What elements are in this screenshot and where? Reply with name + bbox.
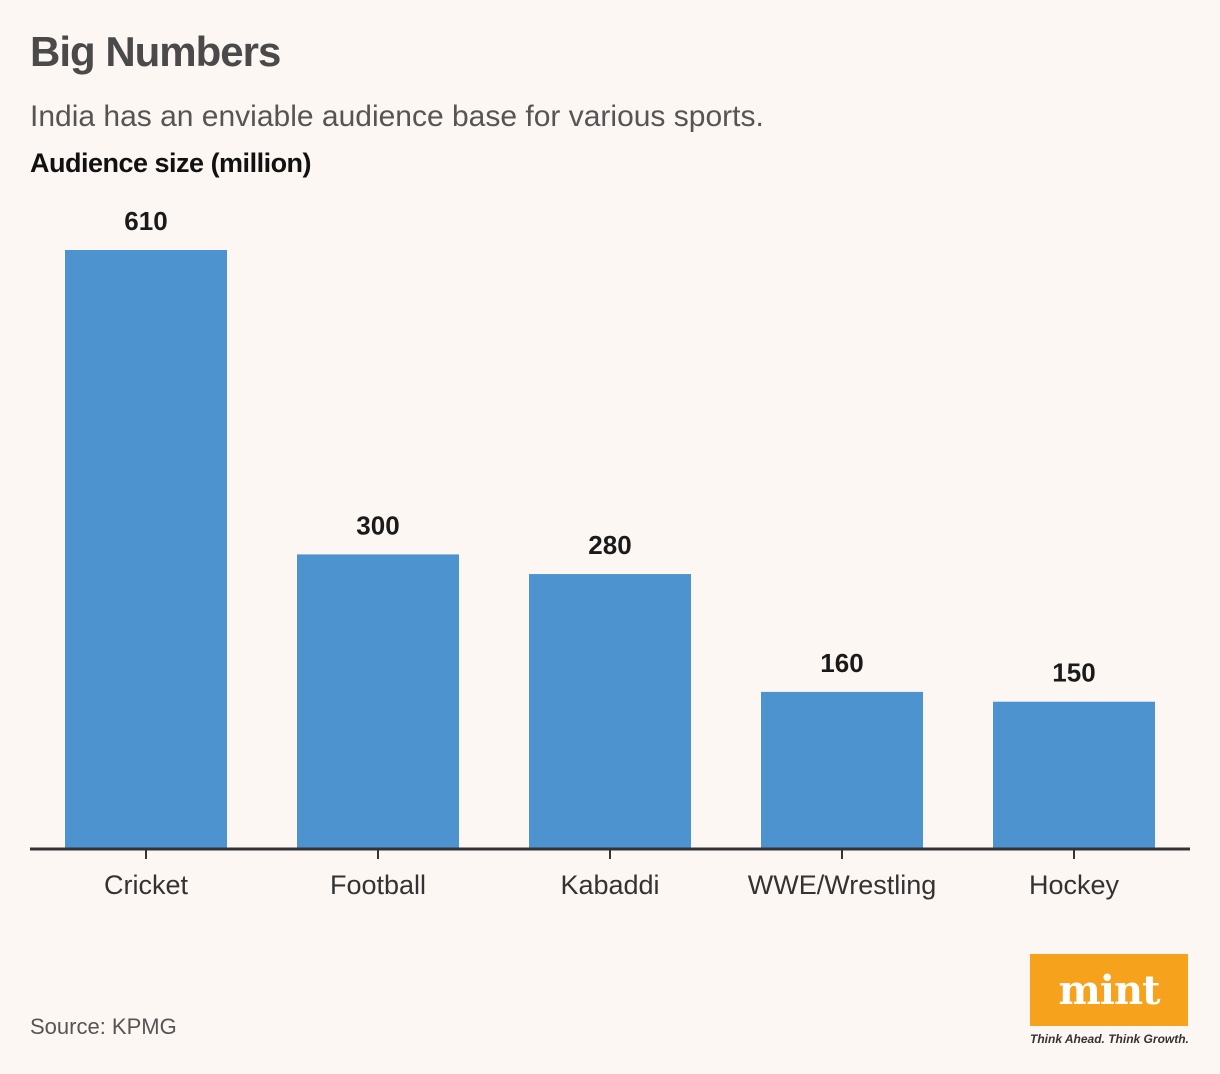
- bar-wwe-wrestling: [761, 691, 923, 849]
- x-tick-label: WWE/Wrestling: [748, 870, 937, 900]
- data-label: 160: [820, 648, 863, 678]
- chart-title: Big Numbers: [30, 28, 281, 75]
- mint-logo: mint Think Ahead. Think Growth.: [1030, 954, 1190, 1046]
- data-label: 280: [588, 530, 631, 560]
- source-note: Source: KPMG: [30, 1014, 177, 1039]
- bar-cricket: [65, 250, 227, 849]
- data-label: 300: [356, 510, 399, 540]
- x-tick-label: Cricket: [104, 870, 189, 900]
- logo-wordmark: mint: [1058, 966, 1160, 1014]
- x-tick-label: Kabaddi: [560, 870, 659, 900]
- y-axis-label: Audience size (million): [30, 148, 312, 178]
- x-tick-label: Hockey: [1029, 870, 1120, 900]
- x-tick-label: Football: [330, 870, 426, 900]
- bar-football: [297, 554, 459, 849]
- data-label: 150: [1052, 658, 1095, 688]
- logo-tagline: Think Ahead. Think Growth.: [1030, 1032, 1189, 1046]
- bar-hockey: [993, 701, 1155, 849]
- chart-subtitle: India has an enviable audience base for …: [30, 100, 764, 133]
- data-label: 610: [124, 206, 167, 236]
- bar-kabaddi: [529, 574, 691, 849]
- logo-box: mint: [1030, 954, 1188, 1026]
